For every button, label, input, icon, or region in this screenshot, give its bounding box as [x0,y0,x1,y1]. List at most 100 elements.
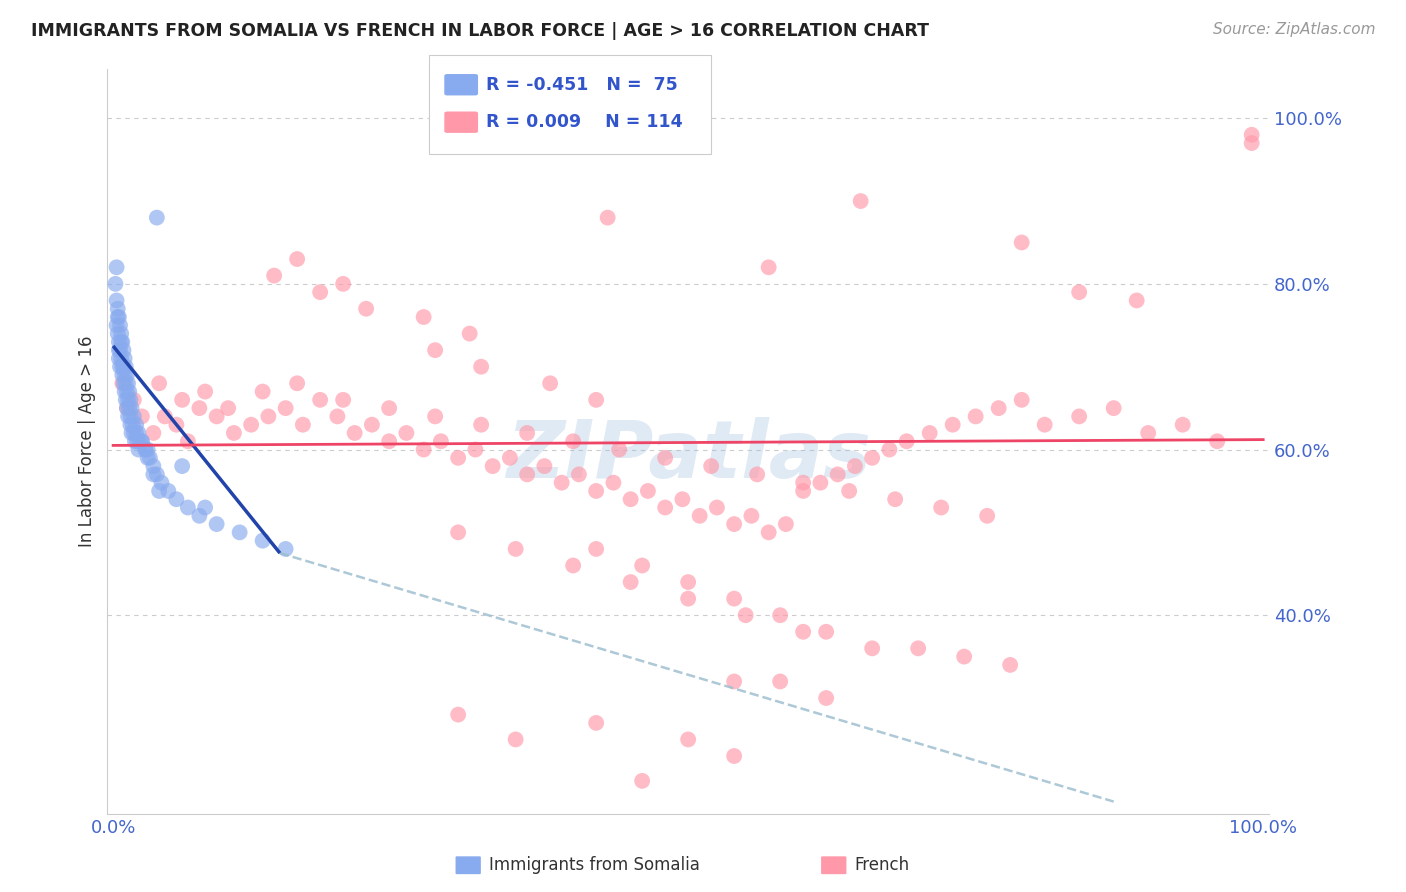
Point [117,392,139,407]
Point [585,715,607,730]
Point [676,575,699,590]
Point [395,425,418,440]
Point [412,310,434,324]
Point [505,732,527,747]
Point [104,277,127,291]
Point [157,483,180,498]
Point [929,500,952,515]
Point [108,318,131,333]
Point [815,624,838,639]
Point [240,417,263,432]
Point [775,517,797,532]
Text: ZIPatlas: ZIPatlas [506,417,870,495]
Point [134,442,156,457]
Point [1125,293,1147,308]
Point [810,475,832,490]
Point [723,674,745,689]
Point [907,641,929,656]
Point [205,409,228,424]
Point [676,732,699,747]
Point [114,392,136,407]
Point [602,475,624,490]
Point [1102,401,1125,416]
Point [447,525,470,540]
Point [122,425,145,440]
Point [533,459,555,474]
Point [194,500,217,515]
Point [110,351,132,366]
Point [827,467,849,482]
Point [447,707,470,722]
Point [620,492,643,507]
Point [121,401,143,416]
Point [550,475,572,490]
Point [142,467,165,482]
Point [108,343,131,358]
Point [792,483,814,498]
Point [148,376,170,391]
Point [596,211,619,225]
Point [205,517,228,532]
Point [263,268,285,283]
Point [378,401,401,416]
Point [172,459,194,474]
Point [108,359,131,374]
Point [884,492,907,507]
Y-axis label: In Labor Force | Age > 16: In Labor Force | Age > 16 [79,335,96,547]
Point [136,442,159,457]
Point [620,575,643,590]
Text: R = -0.451   N =  75: R = -0.451 N = 75 [486,76,678,94]
Point [458,326,481,341]
Point [120,409,142,424]
Point [112,376,135,391]
Point [125,425,148,440]
Point [285,252,308,266]
Point [177,434,200,449]
Point [326,409,349,424]
Point [860,450,883,465]
Point [112,343,135,358]
Point [274,541,297,556]
Point [585,483,607,498]
Point [309,285,332,300]
Point [1206,434,1229,449]
Point [188,401,211,416]
Text: R = 0.009    N = 114: R = 0.009 N = 114 [486,113,683,131]
Point [585,392,607,407]
Point [412,442,434,457]
Point [361,417,384,432]
Point [470,417,492,432]
Point [128,434,150,449]
Point [121,417,143,432]
Point [1137,425,1160,440]
Point [723,517,745,532]
Point [142,459,165,474]
Point [127,425,149,440]
Point [430,434,453,449]
Point [1240,128,1263,142]
Point [194,384,217,399]
Point [849,194,872,208]
Point [105,293,128,308]
Point [110,326,132,341]
Text: Immigrants from Somalia: Immigrants from Somalia [489,856,700,874]
Point [111,359,134,374]
Point [706,500,728,515]
Point [607,442,630,457]
Point [792,624,814,639]
Point [332,277,354,291]
Point [108,310,131,324]
Point [150,475,173,490]
Point [1069,409,1091,424]
Point [585,541,607,556]
Point [121,425,143,440]
Point [481,459,503,474]
Point [115,401,138,416]
Point [723,591,745,606]
Point [464,442,486,457]
Point [700,459,723,474]
Point [108,343,131,358]
Point [127,434,149,449]
Point [568,467,591,482]
Point [125,417,148,432]
